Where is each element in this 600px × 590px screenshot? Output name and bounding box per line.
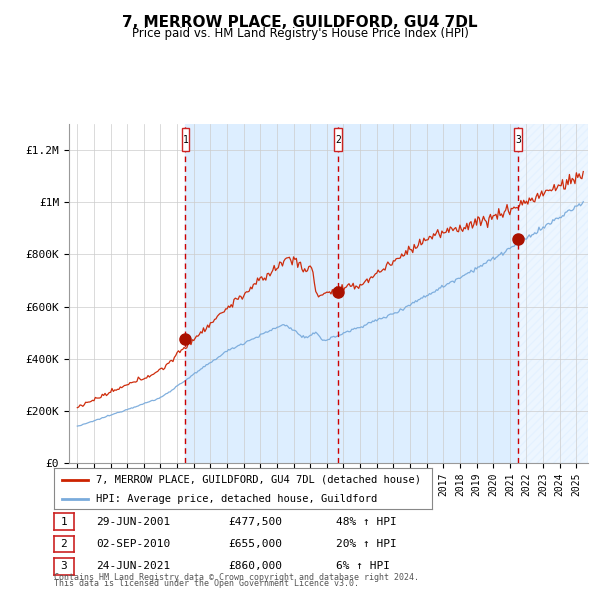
Text: 7, MERROW PLACE, GUILDFORD, GU4 7DL (detached house): 7, MERROW PLACE, GUILDFORD, GU4 7DL (det… (95, 475, 421, 485)
Bar (334, 128, 342, 151)
Text: Price paid vs. HM Land Registry's House Price Index (HPI): Price paid vs. HM Land Registry's House … (131, 27, 469, 40)
Text: Contains HM Land Registry data © Crown copyright and database right 2024.: Contains HM Land Registry data © Crown c… (54, 573, 419, 582)
Text: 2: 2 (61, 539, 67, 549)
Bar (514, 128, 522, 151)
Bar (338, 124, 518, 463)
Bar (185, 124, 338, 463)
Text: HPI: Average price, detached house, Guildford: HPI: Average price, detached house, Guil… (95, 494, 377, 503)
Text: 24-JUN-2021: 24-JUN-2021 (96, 562, 170, 571)
Text: 02-SEP-2010: 02-SEP-2010 (96, 539, 170, 549)
Text: This data is licensed under the Open Government Licence v3.0.: This data is licensed under the Open Gov… (54, 579, 359, 588)
Text: 29-JUN-2001: 29-JUN-2001 (96, 517, 170, 526)
Bar (182, 128, 189, 151)
Text: 3: 3 (61, 562, 67, 571)
Text: £477,500: £477,500 (228, 517, 282, 526)
Text: 6% ↑ HPI: 6% ↑ HPI (336, 562, 390, 571)
Text: 1: 1 (182, 135, 188, 145)
Text: 3: 3 (515, 135, 521, 145)
Text: 20% ↑ HPI: 20% ↑ HPI (336, 539, 397, 549)
Text: 1: 1 (61, 517, 67, 526)
Text: 48% ↑ HPI: 48% ↑ HPI (336, 517, 397, 526)
Text: 7, MERROW PLACE, GUILDFORD, GU4 7DL: 7, MERROW PLACE, GUILDFORD, GU4 7DL (122, 15, 478, 30)
Bar (518, 124, 588, 463)
Text: 2: 2 (335, 135, 341, 145)
Text: £655,000: £655,000 (228, 539, 282, 549)
Text: £860,000: £860,000 (228, 562, 282, 571)
